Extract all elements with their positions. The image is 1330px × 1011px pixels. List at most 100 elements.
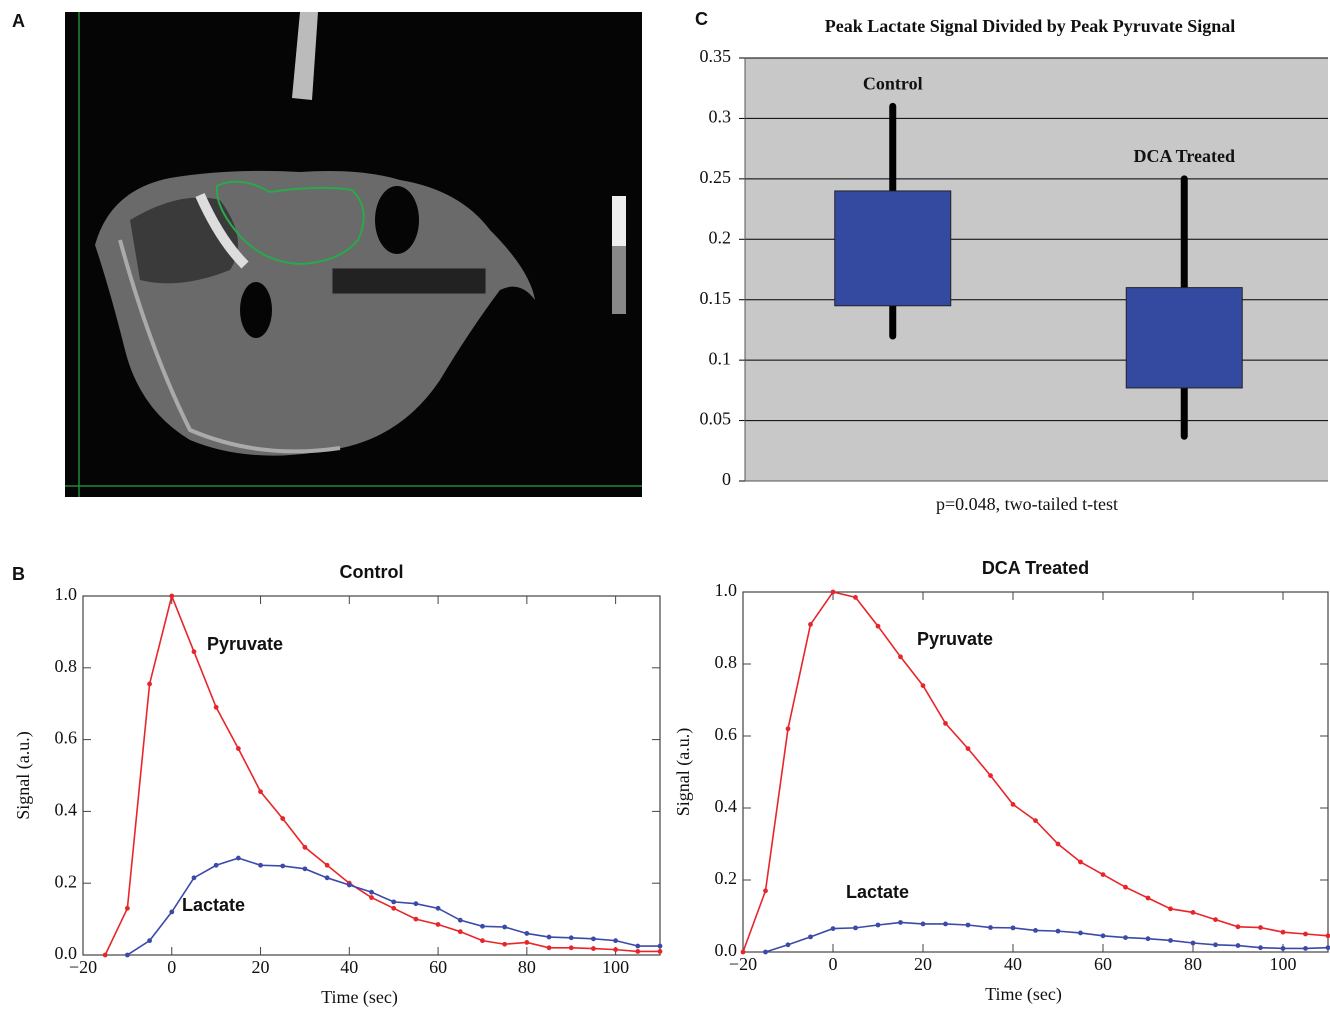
x-tick-label: 80 [518,957,536,977]
data-point [480,924,485,929]
x-tick-label: 60 [1094,954,1112,974]
data-point [436,906,441,911]
data-point [1033,818,1038,823]
data-point [808,934,813,939]
data-point [1281,946,1286,951]
data-point [966,746,971,751]
data-point [635,949,640,954]
data-point [876,923,881,928]
panel-label: C [695,9,708,29]
data-point [786,942,791,947]
x-tick-label: 0 [167,957,176,977]
data-point [1191,910,1196,915]
data-point [1146,896,1151,901]
x-tick-label: 40 [1004,954,1022,974]
data-point [280,864,285,869]
data-point [214,863,219,868]
y-axis-label: Signal (a.u.) [673,728,694,816]
series-label: Pyruvate [917,629,993,649]
data-point [347,883,352,888]
data-point [391,899,396,904]
data-point [1168,938,1173,943]
data-point [1123,885,1128,890]
y-tick-label: 0.2 [55,871,78,891]
y-tick-label: 0.4 [55,800,78,820]
y-tick-label: 1.0 [715,580,738,600]
data-point [169,594,174,599]
data-point [524,931,529,936]
mri-image [65,12,642,497]
data-point [1191,941,1196,946]
y-tick-label: 0.05 [700,409,732,429]
y-tick-label: 0.35 [700,46,732,66]
data-point [524,940,529,945]
y-tick-label: 0.2 [715,868,738,888]
data-point [214,705,219,710]
y-tick-label: 0.0 [715,940,738,960]
data-point [591,936,596,941]
data-point [569,945,574,950]
y-tick-label: 0.2 [709,227,732,247]
data-point [1056,929,1061,934]
panel-label: A [12,11,25,31]
data-point [258,789,263,794]
data-point [103,953,108,958]
data-point [1123,935,1128,940]
x-axis-label: Time (sec) [985,984,1062,1005]
box [1126,288,1242,388]
chart-title: DCA Treated [982,558,1089,578]
data-point [413,917,418,922]
data-point [763,950,768,955]
category-label: DCA Treated [1134,146,1236,166]
data-point [1236,943,1241,948]
data-point [591,946,596,951]
data-point [1101,872,1106,877]
data-point [569,935,574,940]
x-tick-label: 80 [1184,954,1202,974]
data-point [658,944,663,949]
data-point [258,863,263,868]
y-tick-label: 0.6 [715,724,738,744]
data-point [280,816,285,821]
data-point [303,845,308,850]
data-point [1101,933,1106,938]
data-point [658,949,663,954]
x-tick-label: 60 [429,957,447,977]
data-point [1011,802,1016,807]
data-point [125,953,130,958]
data-point [192,875,197,880]
data-point [988,773,993,778]
data-point [547,935,552,940]
y-tick-label: 0.4 [715,796,738,816]
data-point [1258,925,1263,930]
page: A B C 00.050.10.150.20.250.30.35ControlD… [0,0,1330,1011]
series-line [743,592,1328,952]
data-point [1078,931,1083,936]
data-point [1303,946,1308,951]
data-point [413,901,418,906]
data-point [369,895,374,900]
figure: A B C 00.050.10.150.20.250.30.35ControlD… [0,0,1330,1011]
y-tick-label: 0.6 [55,728,78,748]
y-tick-label: 0.25 [700,167,732,187]
data-point [613,947,618,952]
box [835,191,951,306]
data-point [613,938,618,943]
data-point [1258,945,1263,950]
data-point [1281,930,1286,935]
y-tick-label: 0.15 [700,288,732,308]
y-tick-label: 0.8 [715,652,738,672]
data-point [436,922,441,927]
data-point [125,906,130,911]
y-tick-label: 0.1 [709,348,732,368]
series-label: Lactate [182,895,245,915]
data-point [1236,924,1241,929]
data-point [147,938,152,943]
x-tick-label: 20 [914,954,932,974]
data-point [921,683,926,688]
data-point [236,746,241,751]
data-point [831,926,836,931]
data-point [458,918,463,923]
data-point [943,721,948,726]
data-point [1033,928,1038,933]
